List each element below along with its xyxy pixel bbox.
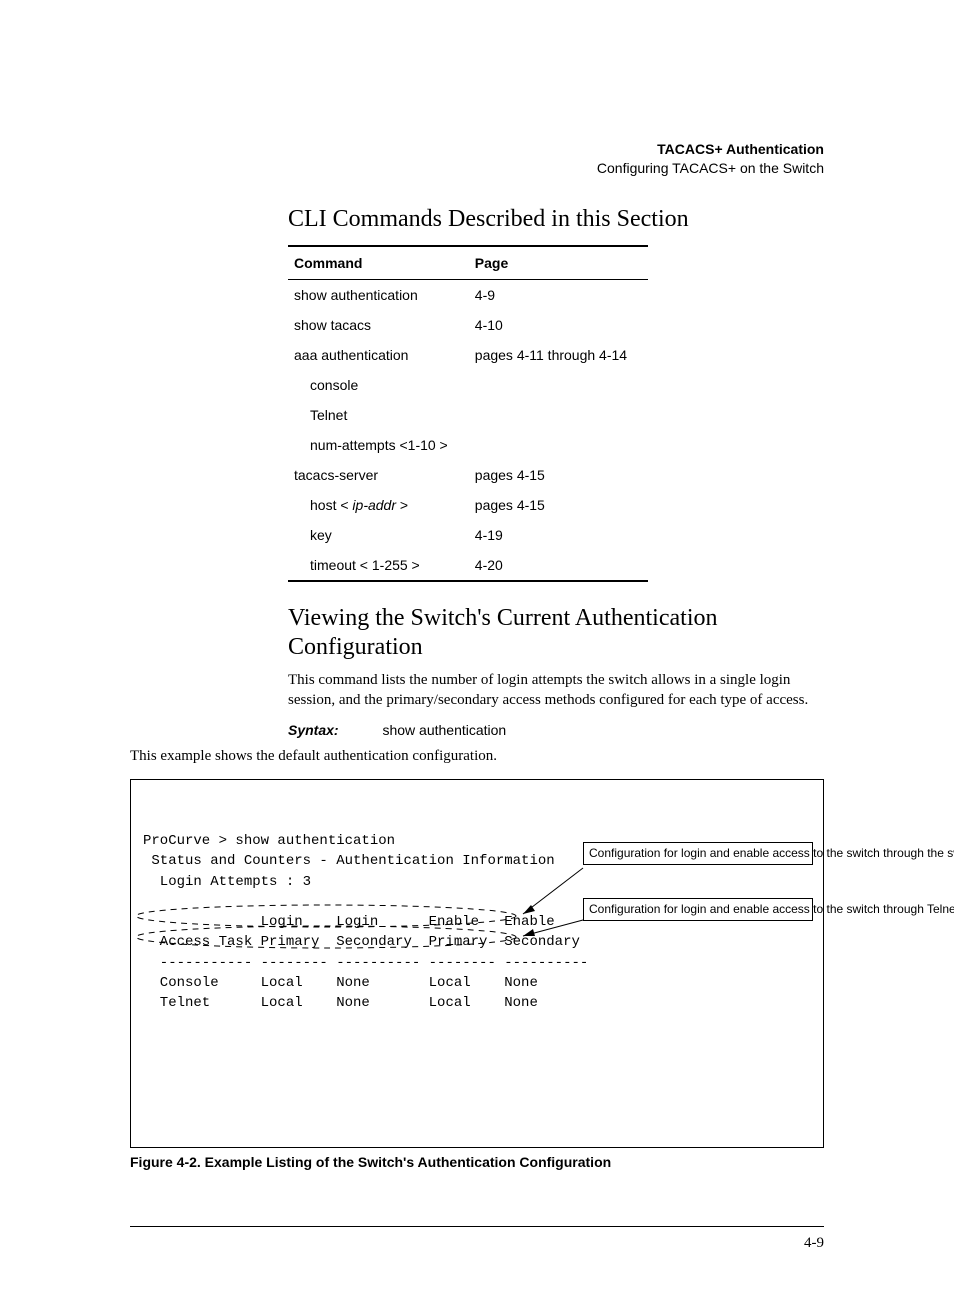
table-row: num-attempts <1-10 >: [288, 430, 648, 460]
section-heading-viewing: Viewing the Switch's Current Authenticat…: [288, 604, 824, 662]
document-page: TACACS+ Authentication Configuring TACAC…: [0, 0, 954, 1312]
table-cell-page: [469, 400, 648, 430]
table-row: show authentication4-9: [288, 279, 648, 310]
table-cell-page: 4-20: [469, 550, 648, 581]
table-row: key4-19: [288, 520, 648, 550]
example-intro: This example shows the default authentic…: [130, 748, 824, 765]
syntax-value: show authentication: [382, 722, 506, 738]
header-title: TACACS+ Authentication: [130, 140, 824, 159]
figure-caption: Figure 4-2. Example Listing of the Switc…: [130, 1154, 824, 1170]
table-header-page: Page: [469, 246, 648, 280]
table-row: Telnet: [288, 400, 648, 430]
table-cell-page: [469, 370, 648, 400]
table-cell-page: pages 4-15: [469, 460, 648, 490]
table-cell-command: show tacacs: [288, 310, 469, 340]
table-cell-command: timeout < 1-255 >: [288, 550, 469, 581]
terminal-output: ProCurve > show authentication Status an…: [130, 779, 824, 1148]
table-cell-page: pages 4-15: [469, 490, 648, 520]
table-cell-command: host < ip-addr >: [288, 490, 469, 520]
main-column: CLI Commands Described in this Section C…: [288, 206, 824, 1171]
table-row: console: [288, 370, 648, 400]
page-number: 4-9: [130, 1226, 824, 1252]
table-cell-command: Telnet: [288, 400, 469, 430]
table-cell-command: key: [288, 520, 469, 550]
table-row: tacacs-serverpages 4-15: [288, 460, 648, 490]
table-cell-page: [469, 430, 648, 460]
figure-4-2: ProCurve > show authentication Status an…: [130, 779, 824, 1170]
header-subtitle: Configuring TACACS+ on the Switch: [130, 159, 824, 178]
section-heading-cli: CLI Commands Described in this Section: [288, 206, 824, 233]
annotation-telnet: Configuration for login and enable acces…: [583, 898, 813, 921]
table-row: host < ip-addr >pages 4-15: [288, 490, 648, 520]
table-row: timeout < 1-255 >4-20: [288, 550, 648, 581]
syntax-row: Syntax: show authentication: [288, 722, 824, 738]
table-cell-command: aaa authentication: [288, 340, 469, 370]
annotation-console: Configuration for login and enable acces…: [583, 842, 813, 865]
syntax-label: Syntax:: [288, 722, 339, 738]
table-cell-command: num-attempts <1-10 >: [288, 430, 469, 460]
command-table: Command Page show authentication4-9show …: [288, 245, 648, 582]
table-cell-page: pages 4-11 through 4-14: [469, 340, 648, 370]
table-cell-command: show authentication: [288, 279, 469, 310]
table-header-command: Command: [288, 246, 469, 280]
table-cell-page: 4-10: [469, 310, 648, 340]
table-cell-page: 4-19: [469, 520, 648, 550]
table-cell-command: console: [288, 370, 469, 400]
running-header: TACACS+ Authentication Configuring TACAC…: [130, 140, 824, 178]
table-row: show tacacs4-10: [288, 310, 648, 340]
table-cell-page: 4-9: [469, 279, 648, 310]
table-row: aaa authenticationpages 4-11 through 4-1…: [288, 340, 648, 370]
viewing-paragraph: This command lists the number of login a…: [288, 671, 824, 710]
table-cell-command: tacacs-server: [288, 460, 469, 490]
